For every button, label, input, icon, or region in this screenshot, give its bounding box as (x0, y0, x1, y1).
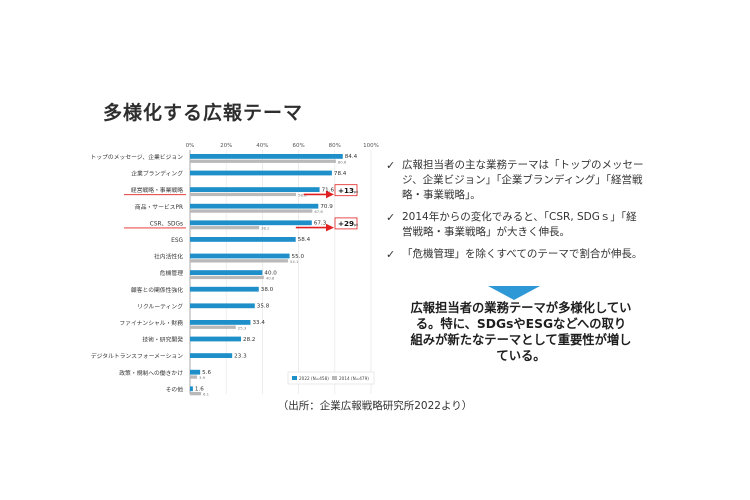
data-label-2022: 40.0 (264, 270, 277, 276)
bar-2022 (190, 353, 233, 358)
bar-2014 (190, 209, 313, 213)
bullet-item: ✓ 2014年からの変化でみると、「CSR, SDGｓ」「経営戦略・事業戦略」が… (386, 210, 644, 240)
legend-label-2022: 2022 (N=458) (299, 376, 329, 381)
category-label: その他 (166, 385, 184, 393)
category-label: 顧客との関係性強化 (131, 286, 183, 294)
data-label-2022: 28.2 (243, 337, 255, 343)
category-label: ESG (171, 238, 183, 244)
data-label-2014: 25.3 (238, 325, 247, 330)
bar-2022 (190, 187, 320, 192)
x-tick-label: 40% (256, 143, 268, 149)
annotation-label: +29pt (338, 219, 358, 228)
bar-2014 (190, 192, 297, 197)
category-label: デジタルトランスフォーメーション (91, 352, 183, 360)
category-label: 社内活性化 (154, 253, 183, 261)
bullet-item: ✓ 広報担当者の主な業務テーマは「トップのメッセージ、企業ビジョン」「企業ブラン… (386, 158, 644, 203)
category-label: ファイナンシャル・財務 (119, 319, 183, 327)
legend-swatch-2022 (292, 376, 297, 380)
check-icon: ✓ (386, 159, 396, 172)
bar-2014 (190, 325, 236, 329)
bar-2022 (190, 220, 312, 226)
data-label-2014: 40.8 (266, 276, 275, 281)
data-label-2022: 5.6 (202, 370, 211, 376)
category-label: 危機管理 (160, 269, 183, 277)
arrow-down-icon (488, 286, 540, 300)
bar-2022 (190, 386, 193, 392)
bar-2022 (190, 320, 251, 325)
annotation-box (334, 217, 358, 230)
bar-2022 (190, 270, 263, 275)
bar-2022 (190, 170, 332, 176)
source-note: （出所：企業広報戦略研究所2022より） (277, 400, 473, 412)
bar-2022 (190, 286, 259, 292)
category-label: リクルーティング (137, 302, 183, 310)
bullet-list: ✓ 広報担当者の主な業務テーマは「トップのメッセージ、企業ビジョン」「企業ブラン… (386, 158, 644, 269)
data-label-2022: 55.0 (292, 254, 305, 260)
bar-2022 (190, 154, 343, 159)
data-label-2014: 3.9 (199, 375, 206, 380)
data-label-2022: 70.9 (320, 204, 333, 210)
data-label-2014: 38.2 (261, 226, 270, 231)
data-label-2022: 78.4 (334, 171, 347, 177)
conclusion-text: 広報担当者の業務テーマが多様化している。特に、SDGsやESGなどへの取り組みが… (410, 301, 632, 363)
x-tick-label: 80% (329, 143, 341, 149)
data-label-2014: 6.1 (203, 392, 210, 397)
data-label-2014: 80.6 (338, 159, 347, 164)
data-label-2022: 71.6 (322, 187, 335, 193)
data-label-2022: 58.4 (298, 237, 311, 243)
x-tick-label: 0% (186, 143, 195, 149)
data-label-2022: 38.0 (261, 287, 274, 293)
bar-2022 (190, 237, 296, 242)
legend-box (287, 371, 375, 385)
bar-2014 (190, 226, 260, 230)
bullet-text: 2014年からの変化でみると、「CSR, SDGｓ」「経営戦略・事業戦略」が大き… (402, 211, 637, 238)
bullet-text: 「危機管理」を除くすべてのテーマで割合が伸長。 (402, 248, 643, 260)
arrowhead-icon (326, 190, 334, 199)
annotation-box (334, 184, 358, 197)
data-label-2022: 67.3 (314, 221, 327, 227)
data-label-2022: 23.3 (234, 353, 247, 359)
category-label: トップのメッセージ、企業ビジョン (91, 153, 184, 161)
bullet-text: 広報担当者の主な業務テーマは「トップのメッセージ、企業ビジョン」「企業ブランディ… (402, 159, 644, 201)
data-label-2022: 33.4 (252, 320, 265, 326)
bar-2022 (190, 369, 201, 375)
category-label: 政策・規制への働きかけ (119, 369, 183, 377)
bar-2014 (190, 259, 288, 263)
category-label: 企業ブランディング (131, 170, 183, 178)
x-tick-label: 100% (363, 143, 379, 149)
category-label: 商品・サービスPR (135, 203, 183, 211)
data-label-2022: 35.8 (257, 304, 270, 310)
legend-swatch-2014 (332, 376, 337, 380)
category-label: 技術・研究開発 (142, 336, 183, 344)
category-label: CSR、SDGs (150, 221, 183, 227)
bar-2014 (190, 159, 336, 163)
data-label-2014: 67.6 (314, 209, 323, 214)
bar-2022 (190, 253, 290, 259)
legend-label-2014: 2014 (N=479) (339, 376, 369, 381)
data-label-2022: 1.6 (195, 387, 204, 393)
data-label-2022: 84.4 (345, 154, 358, 160)
check-icon: ✓ (386, 248, 396, 261)
bullet-item: ✓ 「危機管理」を除くすべてのテーマで割合が伸長。 (386, 247, 644, 262)
x-tick-label: 60% (292, 143, 304, 149)
bar-2014 (190, 375, 198, 379)
x-tick-label: 20% (220, 143, 232, 149)
arrowhead-icon (326, 223, 334, 232)
bar-2014 (190, 275, 264, 280)
data-label-2014: 58.6 (298, 193, 307, 198)
slide-title: 多様化する広報テーマ (103, 102, 304, 124)
data-label-2014: 54.1 (290, 259, 299, 264)
bar-2022 (190, 336, 242, 342)
bar-2022 (190, 303, 255, 309)
bar-2022 (190, 203, 319, 209)
category-label: 経営戦略・事業戦略 (131, 186, 183, 194)
annotation-label: +13pt (338, 186, 358, 195)
check-icon: ✓ (386, 211, 396, 224)
bar-2014 (190, 392, 202, 396)
